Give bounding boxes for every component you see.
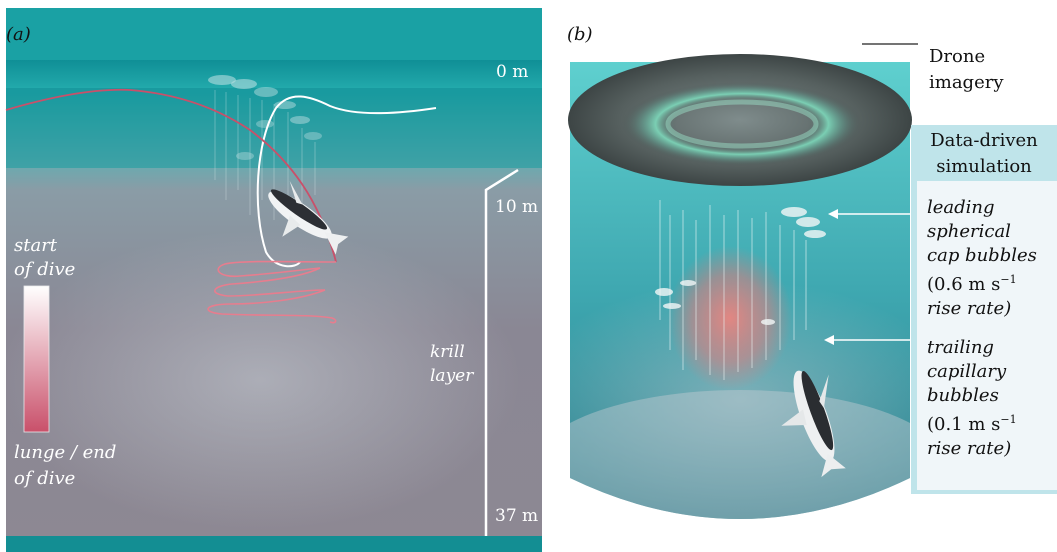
legend-start-label: start of dive bbox=[14, 234, 75, 282]
dive-track-loops bbox=[207, 260, 337, 324]
drone-label-line2: imagery bbox=[929, 72, 1004, 93]
panel-a-top-water bbox=[6, 8, 542, 60]
whale-b-icon bbox=[781, 370, 846, 478]
drone-imagery-label: Drone imagery bbox=[929, 44, 1004, 96]
trailing-line4: (0.1 m s bbox=[927, 414, 1001, 435]
krill-layer-bracket bbox=[484, 168, 519, 536]
leading-line3: cap bubbles bbox=[927, 245, 1037, 266]
leading-line4: (0.6 m s bbox=[927, 274, 1001, 295]
trailing-line2: capillary bbox=[927, 361, 1007, 382]
krill-layer-label: krill layer bbox=[430, 340, 473, 388]
panel-a-bottom-band bbox=[6, 536, 542, 552]
spherical-cap-bubbles bbox=[655, 207, 826, 325]
trailing-line1: trailing bbox=[927, 337, 994, 358]
simulation-title-line2: simulation bbox=[936, 156, 1032, 177]
bubble-net-ring bbox=[622, 82, 862, 166]
leading-superscript: −1 bbox=[1000, 273, 1017, 286]
panel-b-label: (b) bbox=[567, 24, 593, 45]
legend-end-line2: of dive bbox=[14, 468, 76, 489]
simulation-box-inner bbox=[917, 181, 1057, 490]
legend-start-line2: of dive bbox=[14, 259, 76, 280]
krill-label-line1: krill bbox=[430, 342, 465, 362]
panel-a-bubbles bbox=[208, 75, 322, 220]
panel-a-upper-layer bbox=[6, 88, 542, 168]
dive-track-red bbox=[5, 88, 337, 263]
panel-a-haze bbox=[0, 230, 520, 530]
drone-label-line1: Drone bbox=[929, 46, 986, 67]
depth-label-37m: 37 m bbox=[495, 506, 539, 526]
depth-label-10m: 10 m bbox=[495, 197, 539, 217]
panel-a-label: (a) bbox=[6, 24, 31, 45]
legend-start-line1: start bbox=[14, 235, 58, 256]
dive-track-start bbox=[256, 95, 437, 268]
trailing-line3: bubbles bbox=[927, 385, 999, 406]
legend-end-line1: lunge / end bbox=[14, 442, 117, 463]
leading-line2: spherical bbox=[927, 221, 1011, 242]
simulation-title: Data-driven simulation bbox=[911, 128, 1057, 180]
leading-line1: leading bbox=[927, 197, 995, 218]
leading-line5: rise rate) bbox=[927, 298, 1012, 319]
panel-b bbox=[568, 43, 918, 519]
krill-cloud bbox=[668, 246, 792, 390]
trailing-superscript: −1 bbox=[1000, 413, 1017, 426]
color-legend-bar bbox=[23, 285, 50, 433]
panel-a-surface-band bbox=[6, 60, 542, 88]
simulation-title-line1: Data-driven bbox=[930, 130, 1038, 151]
legend-end-label: lunge / end of dive bbox=[14, 440, 116, 492]
panel-a bbox=[0, 8, 542, 552]
capillary-bubbles bbox=[659, 200, 807, 380]
krill-label-line2: layer bbox=[430, 366, 474, 386]
trailing-line5: rise rate) bbox=[927, 438, 1012, 459]
leading-bubbles-label: leading spherical cap bubbles (0.6 m s−1… bbox=[927, 196, 1037, 321]
depth-label-0m: 0 m bbox=[496, 62, 529, 82]
trailing-bubbles-label: trailing capillary bubbles (0.1 m s−1 ri… bbox=[927, 336, 1017, 461]
